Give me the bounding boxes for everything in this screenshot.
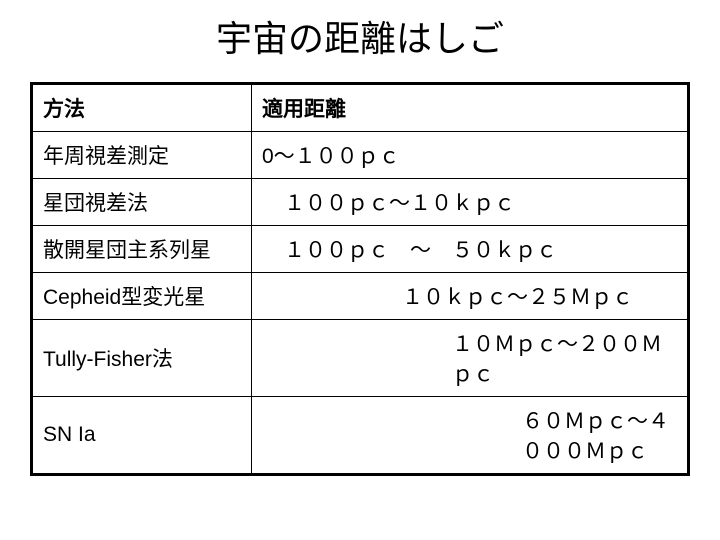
table-row: Cepheid型変光星 １０ｋｐｃ～２５Ｍｐｃ bbox=[32, 273, 689, 320]
page-title: 宇宙の距離はしご bbox=[0, 10, 720, 62]
cell-range: ６０Ｍｐｃ～４０００Ｍｐｃ bbox=[252, 397, 689, 475]
distance-ladder-table-wrap: 方法 適用距離 年周視差測定 0～１００ｐｃ 星団視差法 １００ｐｃ～１０ｋｐｃ… bbox=[30, 82, 690, 476]
cell-range: １００ｐｃ ～ ５０ｋｐｃ bbox=[252, 226, 689, 273]
cell-range: １０Ｍｐｃ～２００Ｍｐｃ bbox=[252, 320, 689, 397]
cell-method: SN Ia bbox=[32, 397, 252, 475]
header-method: 方法 bbox=[32, 84, 252, 132]
cell-method: 年周視差測定 bbox=[32, 132, 252, 179]
cell-range: 0～１００ｐｃ bbox=[252, 132, 689, 179]
table-row: 星団視差法 １００ｐｃ～１０ｋｐｃ bbox=[32, 179, 689, 226]
table-header-row: 方法 適用距離 bbox=[32, 84, 689, 132]
table-row: 年周視差測定 0～１００ｐｃ bbox=[32, 132, 689, 179]
cell-method: Cepheid型変光星 bbox=[32, 273, 252, 320]
table-row: Tully-Fisher法 １０Ｍｐｃ～２００Ｍｐｃ bbox=[32, 320, 689, 397]
distance-ladder-table: 方法 適用距離 年周視差測定 0～１００ｐｃ 星団視差法 １００ｐｃ～１０ｋｐｃ… bbox=[30, 82, 690, 476]
cell-range: １００ｐｃ～１０ｋｐｃ bbox=[252, 179, 689, 226]
cell-method: 散開星団主系列星 bbox=[32, 226, 252, 273]
cell-method: Tully-Fisher法 bbox=[32, 320, 252, 397]
header-range: 適用距離 bbox=[252, 84, 689, 132]
table-row: 散開星団主系列星 １００ｐｃ ～ ５０ｋｐｃ bbox=[32, 226, 689, 273]
table-row: SN Ia ６０Ｍｐｃ～４０００Ｍｐｃ bbox=[32, 397, 689, 475]
cell-range: １０ｋｐｃ～２５Ｍｐｃ bbox=[252, 273, 689, 320]
cell-method: 星団視差法 bbox=[32, 179, 252, 226]
